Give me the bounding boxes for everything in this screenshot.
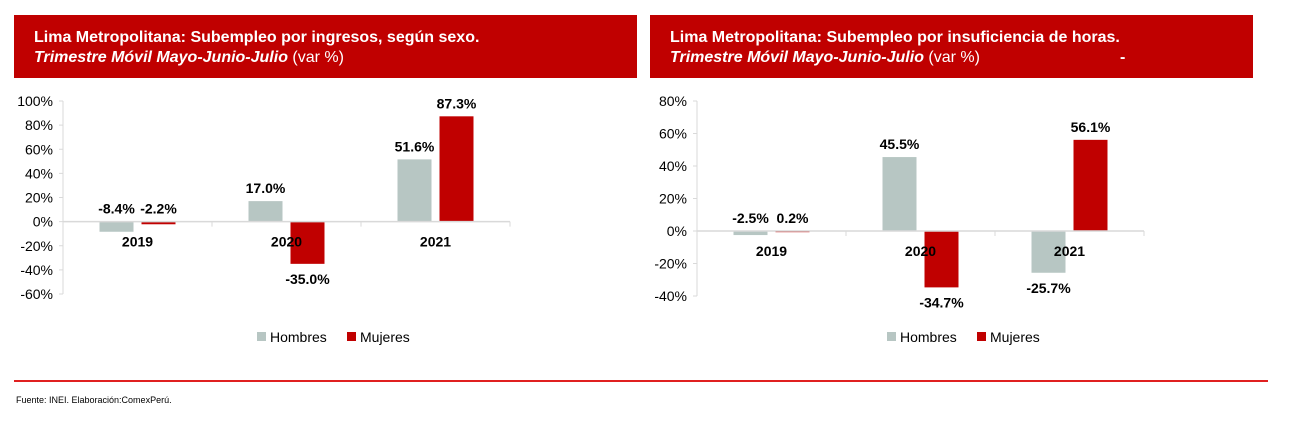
chart-1-subtitle-italic: Trimestre Móvil Mayo-Junio-Julio [34,49,288,66]
chart-1-category-label: 2021 [420,234,451,250]
chart-2-title: Lima Metropolitana: Subempleo por insufi… [670,29,1120,46]
chart-1-header: Lima Metropolitana: Subempleo por ingres… [14,15,637,78]
chart-2-data-label: 0.2% [777,210,809,226]
chart-2-bar-hombres-2019 [733,231,768,236]
chart-2-category-label: 2021 [1054,243,1085,259]
chart-1-ytick-label: -20% [20,238,53,254]
chart-2-data-label: -34.7% [919,294,964,310]
chart-1-category-label: 2019 [122,234,153,250]
footer-divider [14,380,1268,382]
chart-1-legend-label-mujeres: Mujeres [360,329,410,345]
chart-1-ytick-label: 100% [17,93,53,109]
chart-2-subtitle-italic: Trimestre Móvil Mayo-Junio-Julio [670,49,924,66]
chart-2-category-label: 2019 [756,243,787,259]
chart-1-title: Lima Metropolitana: Subempleo por ingres… [34,29,480,46]
chart-1-bar-mujeres-2020 [290,221,325,264]
chart-1-ytick-label: -60% [20,286,53,302]
chart-1-subtitle-rest: (var %) [287,49,344,66]
chart-2-data-label: 45.5% [880,136,920,152]
chart-2-bar-hombres-2021 [1031,231,1066,273]
chart-2-extra-mark: - [1120,49,1126,66]
chart-2-ytick-label: 40% [659,158,687,174]
chart-2-data-label: 56.1% [1071,119,1111,135]
chart-2-ytick-label: 80% [659,93,687,109]
chart-1-bar-mujeres-2021 [439,116,474,222]
chart-2-data-label: -2.5% [732,210,769,226]
source-note: Fuente: INEI. Elaboración:ComexPerú. [16,395,172,405]
chart-2-ytick-label: 20% [659,191,687,207]
chart-2-bar-hombres-2020 [882,157,917,231]
chart-1-ytick-label: -40% [20,262,53,278]
chart-1-data-label: 17.0% [246,180,286,196]
chart-2-legend-swatch-hombres [887,332,896,341]
chart-1-ytick-label: 0% [33,214,53,230]
chart-2-bar-mujeres-2020 [924,231,959,288]
chart-1-data-label: -2.2% [140,201,177,217]
chart-2-ytick-label: -40% [654,288,687,304]
chart-1-data-label: -8.4% [98,201,135,217]
chart-1-bar-hombres-2021 [397,159,432,222]
chart-1-data-label: 51.6% [395,138,435,154]
chart-2-bar-mujeres-2021 [1073,139,1108,231]
chart-1-category-label: 2020 [271,234,302,250]
chart-1-legend-swatch-hombres [257,332,266,341]
chart-2-ytick-label: 60% [659,126,687,142]
chart-2-ytick-label: -20% [654,256,687,272]
chart-1-ytick-label: 80% [25,117,53,133]
chart-1-bar-hombres-2019 [99,221,134,232]
chart-2-legend-label-mujeres: Mujeres [990,329,1040,345]
chart-2-legend-label-hombres: Hombres [900,329,957,345]
chart-1-ytick-label: 40% [25,165,53,181]
chart-2-subtitle-rest: (var %) [923,49,980,66]
chart-1-data-label: 87.3% [437,95,477,111]
chart-1-bar-hombres-2020 [248,201,283,222]
chart-2-header: Lima Metropolitana: Subempleo por insufi… [650,15,1253,78]
chart-1-data-label: -35.0% [285,271,330,287]
chart-2-legend-swatch-mujeres [977,332,986,341]
chart-1-ytick-label: 20% [25,190,53,206]
chart-1-legend-label-hombres: Hombres [270,329,327,345]
chart-2-ytick-label: 0% [667,223,687,239]
chart-2-data-label: -25.7% [1026,280,1071,296]
chart-1-legend-swatch-mujeres [347,332,356,341]
chart-1-bar-mujeres-2019 [141,221,176,225]
chart-1-ytick-label: 60% [25,141,53,157]
chart-2-category-label: 2020 [905,243,936,259]
